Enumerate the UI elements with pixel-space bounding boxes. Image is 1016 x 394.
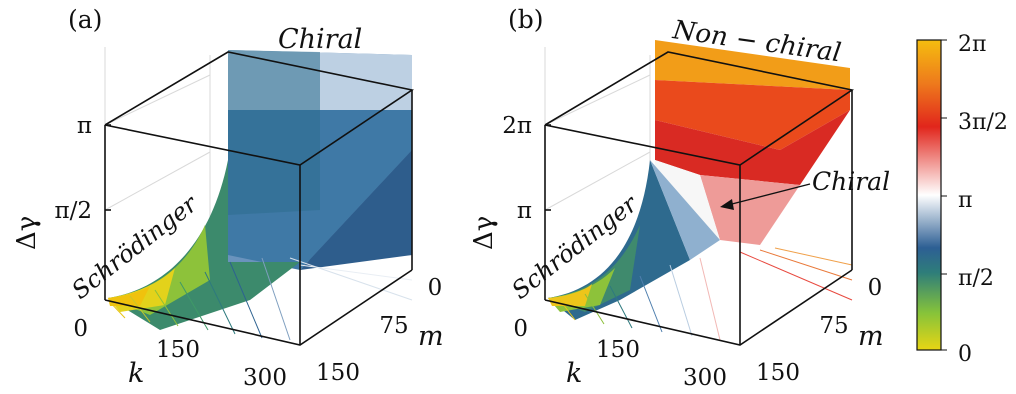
panel-a-z-ticks: π π/2 Δγ	[12, 113, 111, 250]
panel-a-surface	[108, 50, 412, 330]
panel-a-z-tick: π/2	[55, 198, 93, 224]
panel-b-z-tick: π	[517, 198, 532, 224]
panel-a-x-tick: 150	[156, 337, 200, 363]
panel-a-x-ticks: 0 150 300 k	[73, 316, 287, 391]
panel-a-z-tick: π	[77, 113, 92, 139]
panel-b-y-tick: 0	[868, 275, 883, 301]
colorbar-tick-label: π	[958, 188, 972, 213]
panel-b: (b)	[469, 5, 890, 391]
panel-a-y-tick: 75	[379, 313, 408, 339]
panel-a-x-tick: 300	[243, 365, 287, 391]
panel-a: (a)	[12, 5, 444, 391]
panel-a-y-label: m	[418, 321, 444, 352]
colorbar-ticks	[941, 39, 947, 351]
panel-b-x-label: k	[566, 358, 582, 389]
colorbar-tick-label: π/2	[958, 266, 994, 291]
panel-b-x-tick: 0	[513, 316, 528, 342]
panel-b-label: (b)	[508, 5, 544, 34]
panel-a-box	[104, 51, 415, 346]
panel-a-label: (a)	[68, 5, 102, 34]
colorbar-tick-label: 2π	[958, 32, 986, 57]
colorbar-tick-label: 3π/2	[958, 110, 1008, 135]
panel-a-y-ticks: 150 75 0 m	[316, 275, 444, 386]
panel-a-y-tick: 0	[428, 275, 443, 301]
colorbar-tick-label: 0	[958, 342, 972, 367]
panel-b-x-ticks: 0 150 300 k	[513, 316, 727, 391]
colorbar-gradient	[916, 39, 942, 351]
panel-a-annotation-chiral: Chiral	[278, 24, 362, 55]
panel-b-y-tick: 75	[819, 313, 848, 339]
panel-a-x-label: k	[128, 358, 144, 389]
panel-a-y-tick: 150	[316, 360, 360, 386]
panel-b-chiral-arrow	[720, 183, 811, 210]
panel-a-x-tick: 0	[73, 316, 88, 342]
panel-b-z-label: Δγ	[469, 216, 499, 250]
panel-b-x-tick: 150	[596, 337, 640, 363]
panel-b-z-ticks: 2π π Δγ	[469, 113, 551, 250]
panel-b-x-tick: 300	[683, 365, 727, 391]
panel-b-surface	[548, 40, 850, 320]
colorbar: 2π 3π/2 π π/2 0	[916, 32, 1008, 367]
panel-b-y-label: m	[858, 321, 884, 352]
panel-b-y-tick: 150	[756, 360, 800, 386]
panel-b-box	[544, 51, 855, 346]
panel-b-z-tick: 2π	[502, 113, 532, 139]
panel-b-y-ticks: 150 75 0 m	[756, 275, 884, 386]
panel-b-annotation-chiral: Chiral	[812, 167, 890, 196]
panel-a-z-label: Δγ	[12, 216, 42, 250]
